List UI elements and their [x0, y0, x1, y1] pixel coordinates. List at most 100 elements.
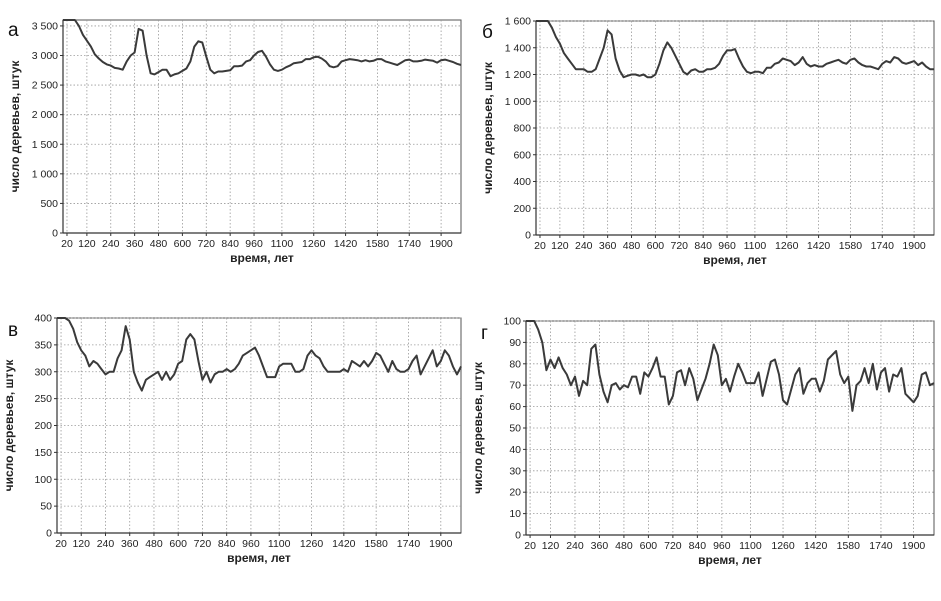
- x-tick-label: 480: [150, 238, 168, 250]
- y-tick-label: 30: [509, 465, 521, 477]
- y-axis-label: число деревьев, штук: [481, 61, 495, 194]
- y-tick-label: 50: [40, 501, 52, 513]
- y-tick-label: 1 400: [505, 42, 531, 54]
- panel-letter: а: [8, 20, 19, 41]
- x-tick-label: 720: [664, 540, 682, 552]
- y-tick-label: 50: [509, 423, 521, 435]
- y-tick-label: 250: [34, 393, 52, 405]
- x-tick-label: 960: [713, 540, 731, 552]
- series-line: [63, 19, 462, 78]
- x-tick-label: 1420: [804, 540, 828, 552]
- y-tick-label: 300: [34, 366, 52, 378]
- x-tick-label: 1260: [300, 538, 324, 550]
- x-tick-label: 20: [534, 240, 546, 252]
- x-axis-label: время, лет: [698, 553, 762, 567]
- y-tick-label: 90: [509, 337, 521, 349]
- x-tick-label: 1580: [839, 240, 863, 252]
- x-tick-label: 120: [542, 540, 560, 552]
- x-tick-label: 840: [689, 540, 707, 552]
- x-tick-label: 1580: [837, 540, 861, 552]
- y-tick-label: 80: [509, 358, 521, 370]
- x-tick-label: 1100: [268, 538, 291, 550]
- chart-panel-4: 20 120 240 360 480 600 720 840 960 1100 1260 1420 15…: [471, 316, 935, 567]
- x-tick-label: 120: [78, 238, 96, 250]
- x-axis-label: время, лет: [230, 251, 294, 265]
- x-tick-label: 240: [575, 240, 593, 252]
- panel-letter: в: [8, 320, 18, 341]
- x-tick-label: 600: [174, 238, 192, 250]
- series-line: [536, 20, 934, 79]
- x-tick-label: 1740: [397, 538, 421, 550]
- y-axis-label: число деревьев, штук: [471, 361, 485, 494]
- x-tick-label: 600: [647, 240, 665, 252]
- series-line: [526, 320, 935, 412]
- x-tick-label: 840: [218, 538, 236, 550]
- x-tick-label: 1420: [807, 240, 831, 252]
- x-tick-label: 720: [198, 238, 216, 250]
- x-tick-label: 960: [718, 240, 736, 252]
- y-tick-label: 70: [509, 380, 521, 392]
- y-tick-label: 10: [509, 508, 521, 520]
- y-tick-label: 20: [509, 487, 521, 499]
- y-tick-label: 500: [40, 198, 58, 210]
- y-tick-label: 200: [34, 420, 52, 432]
- y-tick-label: 200: [513, 203, 531, 215]
- y-tick-label: 0: [525, 230, 531, 242]
- x-tick-label: 240: [566, 540, 584, 552]
- x-tick-label: 360: [591, 540, 609, 552]
- y-tick-label: 1 000: [505, 96, 531, 108]
- y-tick-label: 1 600: [505, 16, 531, 28]
- x-tick-label: 720: [194, 538, 212, 550]
- x-tick-label: 1260: [771, 540, 795, 552]
- x-tick-label: 120: [551, 240, 569, 252]
- y-tick-label: 350: [34, 339, 52, 351]
- x-tick-label: 1420: [332, 538, 356, 550]
- y-tick-label: 1 000: [32, 168, 58, 180]
- y-axis-label: число деревьев, штук: [2, 359, 16, 492]
- x-tick-label: 1580: [366, 238, 390, 250]
- y-tick-label: 40: [509, 444, 521, 456]
- y-tick-label: 1 500: [32, 139, 58, 151]
- x-tick-label: 360: [126, 238, 144, 250]
- x-tick-label: 720: [671, 240, 689, 252]
- x-tick-label: 120: [72, 538, 90, 550]
- y-tick-label: 0: [515, 530, 521, 542]
- y-tick-label: 3 000: [32, 50, 58, 62]
- x-tick-label: 1900: [429, 238, 453, 250]
- x-axis-label: время, лет: [227, 551, 291, 565]
- y-tick-label: 800: [513, 123, 531, 135]
- x-tick-label: 1260: [775, 240, 799, 252]
- x-axis-label: время, лет: [703, 253, 767, 267]
- x-tick-label: 600: [640, 540, 658, 552]
- y-axis-label: число деревьев, штук: [8, 60, 22, 193]
- x-tick-label: 600: [169, 538, 187, 550]
- x-tick-label: 20: [55, 538, 67, 550]
- x-tick-label: 1900: [902, 540, 926, 552]
- chart-panel-1: 20 120 240 360 480 600 720 840 960 1100 1260 1420 15…: [8, 19, 462, 265]
- y-tick-label: 2 000: [32, 109, 58, 121]
- x-tick-label: 480: [145, 538, 163, 550]
- x-tick-label: 960: [245, 238, 263, 250]
- y-tick-label: 100: [503, 316, 521, 328]
- y-tick-label: 2 500: [32, 80, 58, 92]
- y-tick-label: 600: [513, 149, 531, 161]
- x-tick-label: 240: [102, 238, 120, 250]
- x-tick-label: 20: [61, 238, 73, 250]
- y-tick-label: 60: [509, 401, 521, 413]
- x-tick-label: 1740: [871, 240, 895, 252]
- x-tick-label: 1260: [302, 238, 326, 250]
- y-tick-label: 100: [34, 474, 52, 486]
- x-tick-label: 1100: [739, 540, 762, 552]
- panel-letter: г: [481, 323, 488, 344]
- x-tick-label: 1580: [364, 538, 388, 550]
- x-tick-label: 1740: [398, 238, 422, 250]
- series-line: [57, 317, 462, 392]
- y-tick-label: 150: [34, 447, 52, 459]
- y-tick-label: 0: [52, 228, 58, 240]
- x-tick-label: 20: [524, 540, 536, 552]
- x-tick-label: 480: [623, 240, 641, 252]
- x-tick-label: 1420: [334, 238, 358, 250]
- y-tick-label: 400: [513, 176, 531, 188]
- plot-area: [535, 20, 935, 236]
